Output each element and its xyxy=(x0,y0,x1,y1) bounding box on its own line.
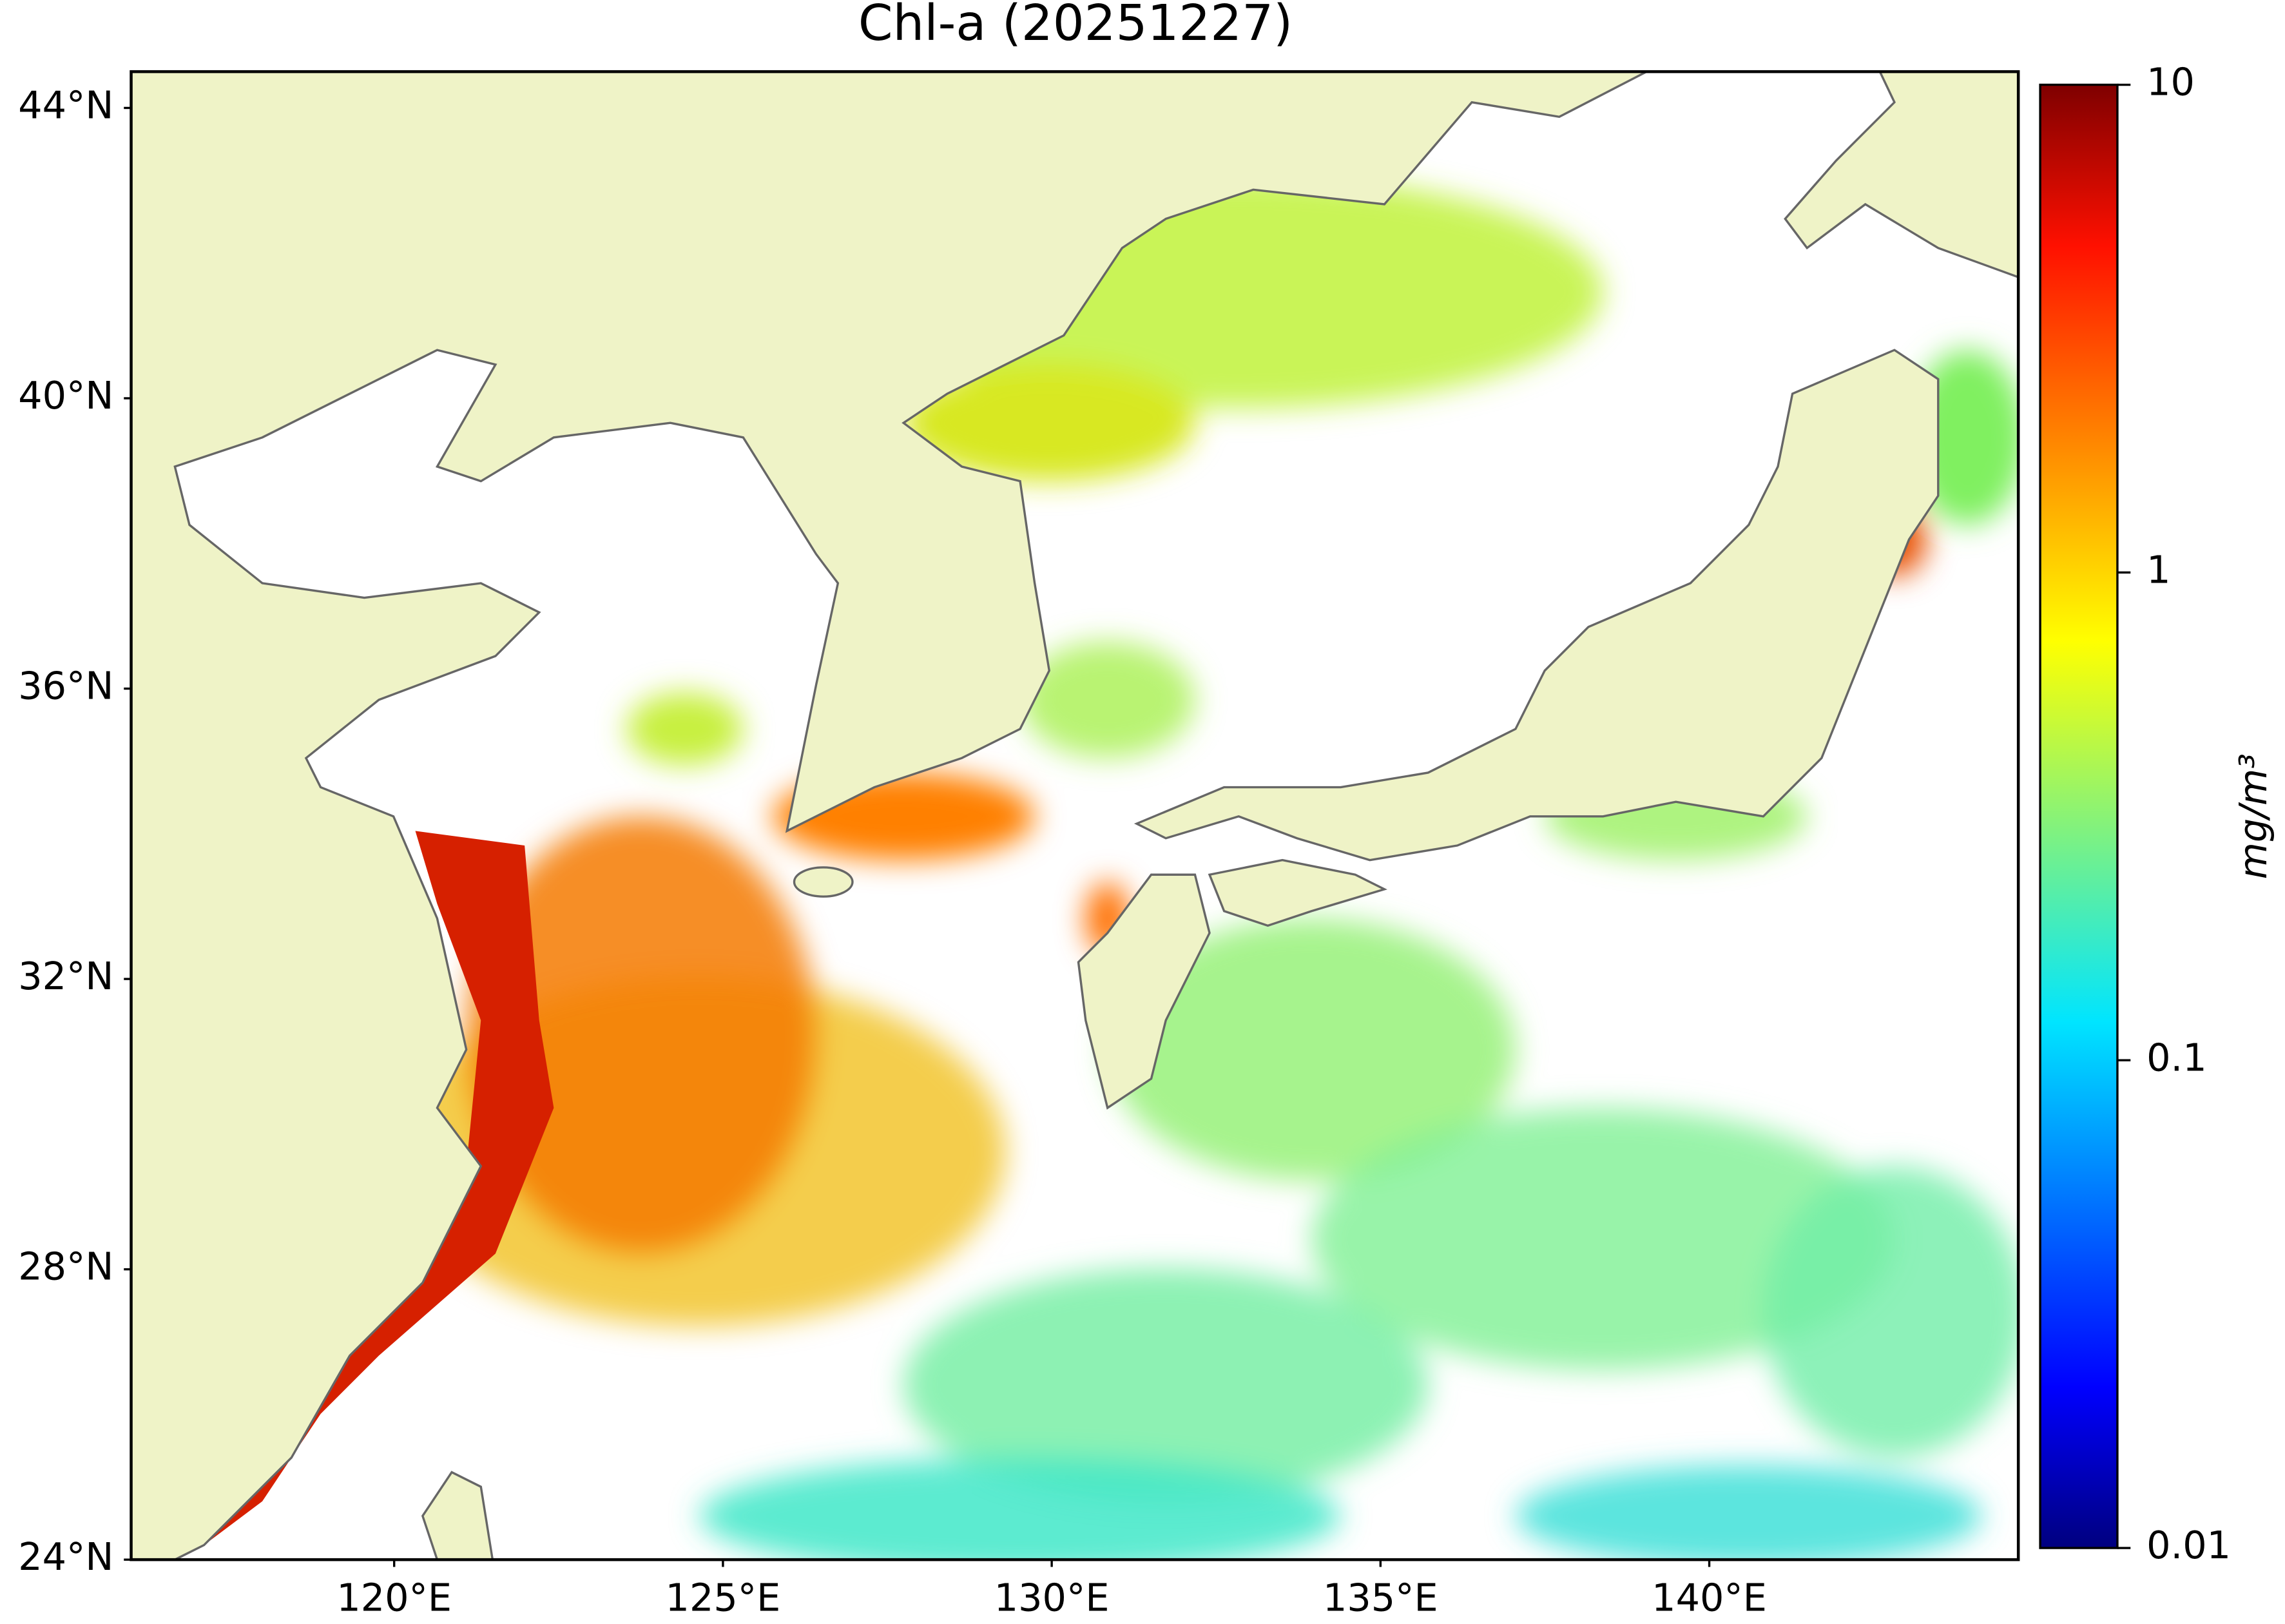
coastal-bloom xyxy=(204,831,554,1545)
lon-tick-label: 140°E xyxy=(1652,1576,1767,1620)
lat-tick-label: 32°N xyxy=(18,954,113,998)
colorbar-tick-label: 0.01 xyxy=(2146,1523,2231,1567)
lat-tick-label: 24°N xyxy=(18,1534,113,1579)
map-title: Chl-a (20251227) xyxy=(858,0,1293,52)
map-area xyxy=(131,72,2019,1560)
lon-tick-label: 135°E xyxy=(1323,1576,1438,1620)
land xyxy=(131,72,2019,1560)
lon-tick-label: 130°E xyxy=(994,1576,1110,1620)
lat-tick-label: 28°N xyxy=(18,1244,113,1289)
lat-tick-label: 36°N xyxy=(18,664,113,708)
colorbar-tick-label: 0.1 xyxy=(2146,1035,2206,1079)
colorbar-label: mg/m³ xyxy=(2231,753,2275,879)
colorbar xyxy=(2039,83,2119,1549)
lon-tick-label: 125°E xyxy=(666,1576,781,1620)
lat-tick-label: 40°N xyxy=(18,373,113,418)
colorbar-tick-label: 10 xyxy=(2146,60,2195,104)
lon-tick-label: 120°E xyxy=(336,1576,452,1620)
lat-tick-label: 44°N xyxy=(18,83,113,128)
map-frame xyxy=(130,70,2020,1561)
colorbar-tick-label: 1 xyxy=(2146,547,2170,592)
